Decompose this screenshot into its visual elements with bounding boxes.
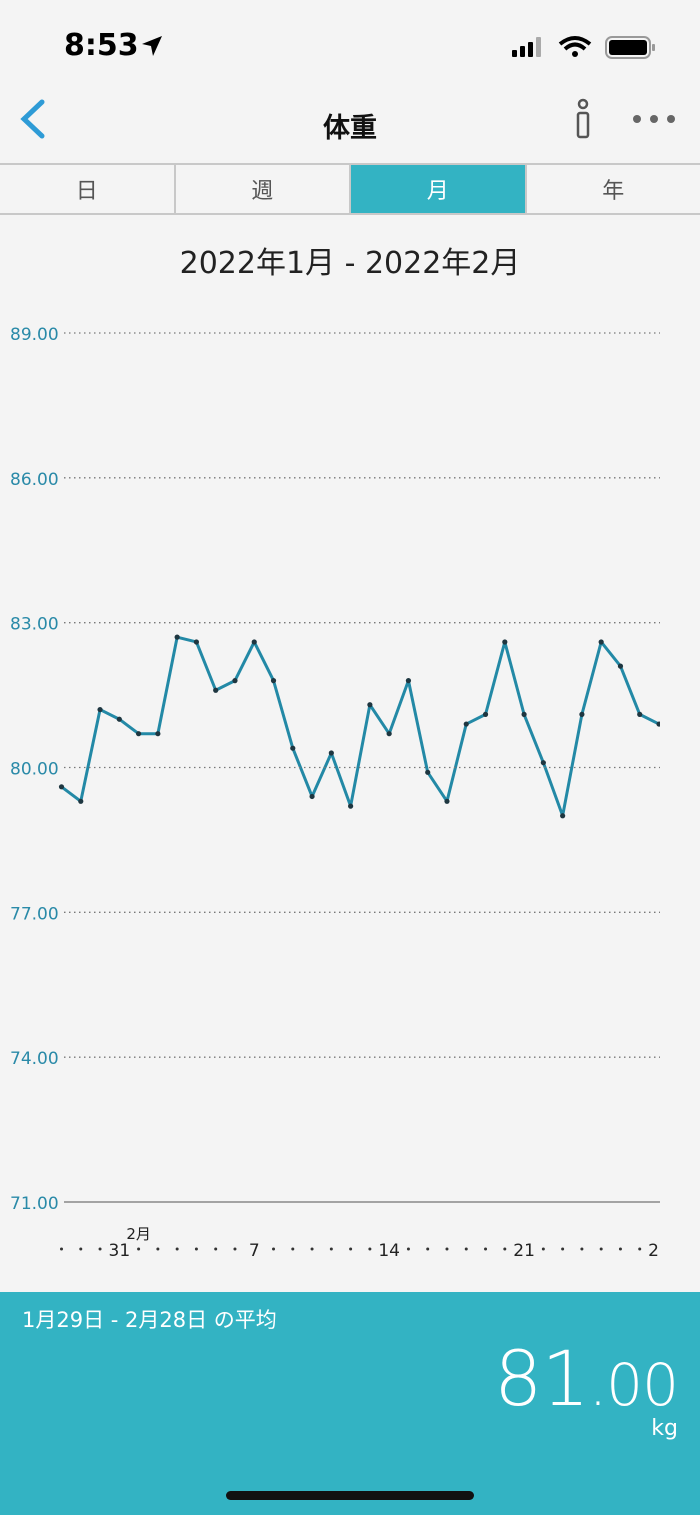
data-point xyxy=(270,678,277,684)
x-tick-label: 31 xyxy=(109,1241,131,1261)
data-point xyxy=(97,706,103,713)
location-icon xyxy=(142,36,162,56)
data-point xyxy=(598,639,604,645)
data-point xyxy=(463,721,469,727)
data-point xyxy=(521,711,527,717)
y-tick-label: 83.00 xyxy=(10,615,59,635)
summary-unit: kg xyxy=(651,1416,678,1441)
x-tick-dot xyxy=(599,1247,603,1251)
x-tick-dot xyxy=(194,1247,198,1251)
nav-title: 体重 xyxy=(323,113,377,144)
y-tick-label: 77.00 xyxy=(10,904,59,924)
x-tick-dot xyxy=(368,1247,372,1251)
y-tick-label: 89.00 xyxy=(10,325,59,345)
data-point xyxy=(328,750,334,756)
data-point xyxy=(155,731,161,737)
tab[interactable]: 年 xyxy=(602,179,625,204)
x-tick-dot xyxy=(272,1247,276,1251)
x-tick-dot xyxy=(98,1247,102,1251)
x-tick-dot xyxy=(484,1247,488,1251)
data-point xyxy=(617,663,624,669)
data-point xyxy=(425,769,431,775)
x-tick-dot xyxy=(580,1247,584,1251)
data-point xyxy=(560,813,566,819)
value-int: 81 xyxy=(494,1334,590,1423)
home-indicator xyxy=(226,1491,474,1500)
back-button[interactable] xyxy=(18,98,48,140)
chart: 2022年1月 - 2022年2月 31 7 14 21 28 71.00 74.00 77… xyxy=(10,246,670,1261)
data-point xyxy=(213,687,219,693)
data-point xyxy=(348,803,354,809)
x-tick-dot xyxy=(60,1247,63,1251)
data-point xyxy=(482,711,489,717)
x-tick-dot xyxy=(137,1247,141,1251)
weight-line xyxy=(60,635,660,818)
x-tick-dot xyxy=(638,1247,642,1251)
x-tick-dot xyxy=(175,1247,179,1251)
x-tick-dot xyxy=(541,1247,545,1251)
info-button[interactable] xyxy=(570,98,600,142)
data-point xyxy=(502,639,508,645)
status-icons xyxy=(512,36,655,59)
x-tick-dot xyxy=(426,1247,430,1251)
data-point xyxy=(405,678,412,684)
x-tick-label: 14 xyxy=(378,1241,400,1261)
data-point xyxy=(367,702,373,708)
y-tick-label: 86.00 xyxy=(10,470,59,490)
data-point xyxy=(637,711,643,717)
x-tick-dot xyxy=(233,1247,237,1251)
data-point xyxy=(116,716,122,722)
x-tick-label: 28 xyxy=(648,1241,670,1261)
tab[interactable]: 週 xyxy=(176,165,351,213)
summary-period: 1月29日 - 2月28日 の平均 xyxy=(22,1308,277,1332)
x-tick-label: 21 xyxy=(513,1241,535,1261)
tab[interactable]: 日 xyxy=(0,165,176,213)
data-point xyxy=(444,798,450,804)
tab-bar: 日週月 年 xyxy=(0,163,700,215)
summary-value: 81.00 xyxy=(494,1334,679,1423)
value-dec: .00 xyxy=(588,1351,679,1419)
y-tick-label: 80.00 xyxy=(10,760,59,780)
x-tick-dot xyxy=(349,1247,353,1251)
x-tick-dot xyxy=(503,1247,507,1251)
data-point xyxy=(174,634,180,640)
x-tick-dot xyxy=(310,1247,314,1251)
data-point xyxy=(135,731,142,737)
data-point xyxy=(540,760,546,766)
data-point xyxy=(290,745,296,751)
data-point xyxy=(656,721,660,727)
chart-title: 2022年1月 - 2022年2月 xyxy=(180,246,521,281)
x-tick-dot xyxy=(214,1247,218,1251)
x-tick-dot xyxy=(156,1247,160,1251)
x-tick-dot xyxy=(445,1247,449,1251)
x-tick-dot xyxy=(291,1247,295,1251)
data-point xyxy=(58,784,65,790)
x-tick-dot xyxy=(79,1247,83,1251)
summary-panel: 1月29日 - 2月28日 の平均 81.00 kg xyxy=(0,1292,700,1515)
data-point xyxy=(579,711,585,717)
more-button[interactable] xyxy=(628,110,680,128)
data-point xyxy=(386,731,392,737)
x-tick-dot xyxy=(406,1247,410,1251)
x-tick-dot xyxy=(329,1247,333,1251)
data-point xyxy=(78,798,84,804)
x-tick-label: 7 xyxy=(249,1241,260,1261)
y-tick-label: 74.00 xyxy=(10,1049,59,1069)
x-tick-dot xyxy=(618,1247,622,1251)
x-annotation: 2月 xyxy=(126,1225,151,1243)
y-tick-label: 71.00 xyxy=(10,1194,59,1214)
x-tick-dot xyxy=(561,1247,565,1251)
data-point xyxy=(232,678,238,684)
status-time: 8:53 xyxy=(64,28,139,63)
tab[interactable]: 月 xyxy=(351,165,527,213)
data-point xyxy=(193,639,200,645)
data-point xyxy=(309,793,315,800)
x-tick-dot xyxy=(464,1247,468,1251)
data-point xyxy=(251,639,257,645)
